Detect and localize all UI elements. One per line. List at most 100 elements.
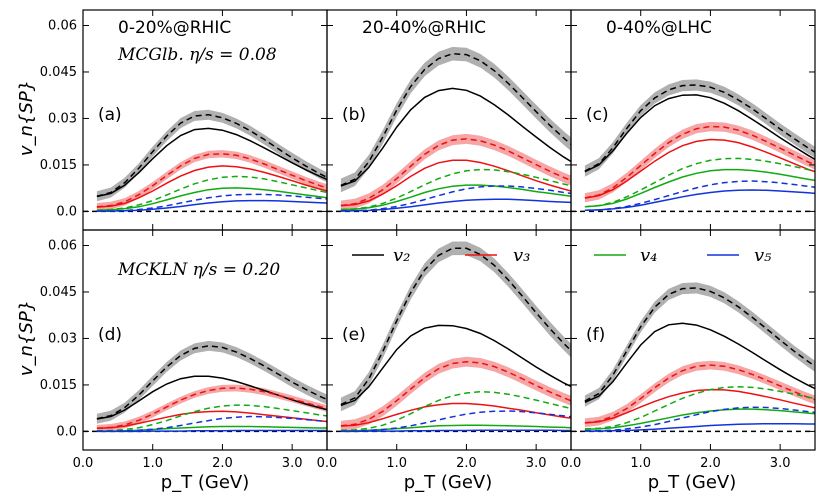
panel-e-v3-dashed-line	[340, 360, 571, 427]
panel-f-v2-dashed-line	[584, 287, 815, 402]
panel-a-v4-dashed-line	[96, 175, 327, 211]
legend-v4-label: v₄	[640, 245, 657, 266]
x-tick-label: 2.0	[212, 456, 233, 471]
y-axis-label-top: v_n{SP}	[16, 80, 37, 156]
panel-f-v3-solid-line	[584, 388, 815, 424]
y-tick-label: 0.045	[40, 285, 77, 300]
x-tick-label: 0.0	[561, 456, 582, 471]
y-tick-label: 0.0	[56, 424, 77, 439]
panel-e-v2-solid-line	[340, 324, 571, 407]
panel-b-v2-band	[340, 46, 571, 193]
panel-f: 0.0 1.0 2.0 3.0	[561, 229, 816, 471]
x-tick-label: 1.0	[630, 456, 651, 471]
panel-a-title: 0-20%@RHIC	[118, 18, 231, 38]
panel-b-v4-dashed-line	[340, 168, 571, 211]
panel-a-v2-band	[96, 109, 327, 202]
panel-d-v3-solid-line	[96, 410, 327, 430]
panel-c-title: 0-40%@LHC	[606, 18, 712, 38]
x-tick-label: 3.0	[282, 456, 303, 471]
panel-f-label: (f)	[586, 325, 605, 345]
panel-c-v4-solid-line	[584, 168, 815, 208]
x-tick-label: 1.0	[386, 456, 407, 471]
panel-c-v2-solid-line	[584, 94, 815, 173]
panel-d-v3-dashed-line	[96, 387, 327, 430]
panel-c-v3-dashed-line	[584, 125, 815, 199]
panel-f-v3-band	[584, 360, 815, 428]
panel-c-v2-dashed-line	[584, 84, 815, 172]
panel-f-v3-dashed-line	[584, 364, 815, 424]
panels: 0.0 0.015 0.03 0.045 0.06 0.0 0.015 0.03 0.045 0.…	[40, 9, 816, 471]
x-axis-label-3: p_T (GeV)	[648, 472, 737, 493]
y-tick-label: 0.03	[48, 111, 77, 126]
panel-f-frame	[570, 229, 816, 451]
panel-e-label: (e)	[342, 325, 366, 345]
panel-c	[570, 9, 816, 231]
panel-d-v2-solid-line	[96, 375, 327, 420]
panel-d-v5-solid-line	[96, 429, 327, 433]
panel-e: 0.0 1.0 2.0 3.0	[317, 229, 572, 471]
panel-f-v5-solid-line	[584, 422, 815, 432]
panel-c-v2-band	[584, 79, 815, 177]
panel-d-label: (d)	[98, 325, 122, 345]
model-label-top: MCGlb. η/s = 0.08	[117, 45, 277, 65]
panel-d-v4-dashed-line	[96, 404, 327, 432]
panel-a-v3-band	[96, 150, 327, 211]
panel-d-v2-dashed-line	[96, 345, 327, 420]
panel-e-v2-band	[340, 241, 571, 412]
x-axis-label-1: p_T (GeV)	[161, 472, 250, 493]
x-axis-label-2: p_T (GeV)	[404, 472, 493, 493]
panel-f-v5-dashed-line	[584, 406, 815, 432]
panel-d-v4-solid-line	[96, 425, 327, 432]
panel-b-label: (b)	[342, 105, 366, 125]
y-axis-label-bottom: v_n{SP}	[16, 300, 37, 376]
panel-a-v3-dashed-line	[96, 153, 327, 208]
y-tick-label: 0.03	[48, 331, 77, 346]
panel-a-v2-dashed-line	[96, 113, 327, 197]
panel-a-v4-solid-line	[96, 187, 327, 211]
panel-e-v4-solid-line	[340, 424, 571, 432]
panel-f-plot	[571, 282, 815, 433]
panel-b-v5-dashed-line	[340, 185, 571, 212]
panel-a-plot	[83, 109, 327, 213]
panel-c-v5-dashed-line	[584, 180, 815, 211]
panel-c-label: (c)	[586, 105, 609, 125]
x-tick-label: 1.0	[142, 456, 163, 471]
panel-c-v3-solid-line	[584, 138, 815, 199]
panel-a-v2-solid-line	[96, 127, 327, 198]
legend-v2-label: v₂	[393, 245, 410, 266]
panel-a: 0.0 0.015 0.03 0.045 0.06	[40, 9, 328, 231]
y-tick-label: 0.045	[40, 65, 77, 80]
panel-c-plot	[571, 79, 815, 213]
x-tick-label: 0.0	[317, 456, 338, 471]
legend-v3-label: v₃	[513, 245, 530, 266]
y-tick-label: 0.06	[48, 238, 77, 253]
x-tick-label: 2.0	[456, 456, 477, 471]
model-label-bottom: MCKLN η/s = 0.20	[117, 260, 280, 280]
y-tick-label: 0.06	[48, 18, 77, 33]
panel-b-v3-dashed-line	[340, 138, 571, 207]
panel-d-plot	[83, 340, 327, 433]
panel-e-v4-dashed-line	[340, 390, 571, 431]
panel-c-v5-solid-line	[584, 189, 815, 211]
x-tick-label: 2.0	[700, 456, 721, 471]
panel-f-v2-solid-line	[584, 322, 815, 403]
y-tick-label: 0.015	[40, 158, 77, 173]
panel-b-v3-solid-line	[340, 159, 571, 207]
panel-d-v3-band	[96, 384, 327, 432]
panel-c-v3-band	[584, 121, 815, 203]
panel-a-v3-solid-line	[96, 165, 327, 208]
panel-e-plot	[327, 241, 571, 433]
panel-e-v2-dashed-line	[340, 247, 571, 406]
legend: v₂ v₃ v₄ v₅	[352, 245, 771, 266]
panel-b-v4-solid-line	[340, 184, 571, 211]
panel-a-label: (a)	[98, 105, 122, 125]
y-tick-label: 0.015	[40, 378, 77, 393]
panel-b-v2-dashed-line	[340, 52, 571, 187]
panel-b-title: 20-40%@RHIC	[362, 18, 486, 38]
panel-b	[326, 9, 572, 231]
panel-c-v4-dashed-line	[584, 157, 815, 208]
panel-b-v2-solid-line	[340, 87, 571, 187]
panel-e-v3-solid-line	[340, 402, 571, 427]
panel-f-v4-dashed-line	[584, 386, 815, 430]
